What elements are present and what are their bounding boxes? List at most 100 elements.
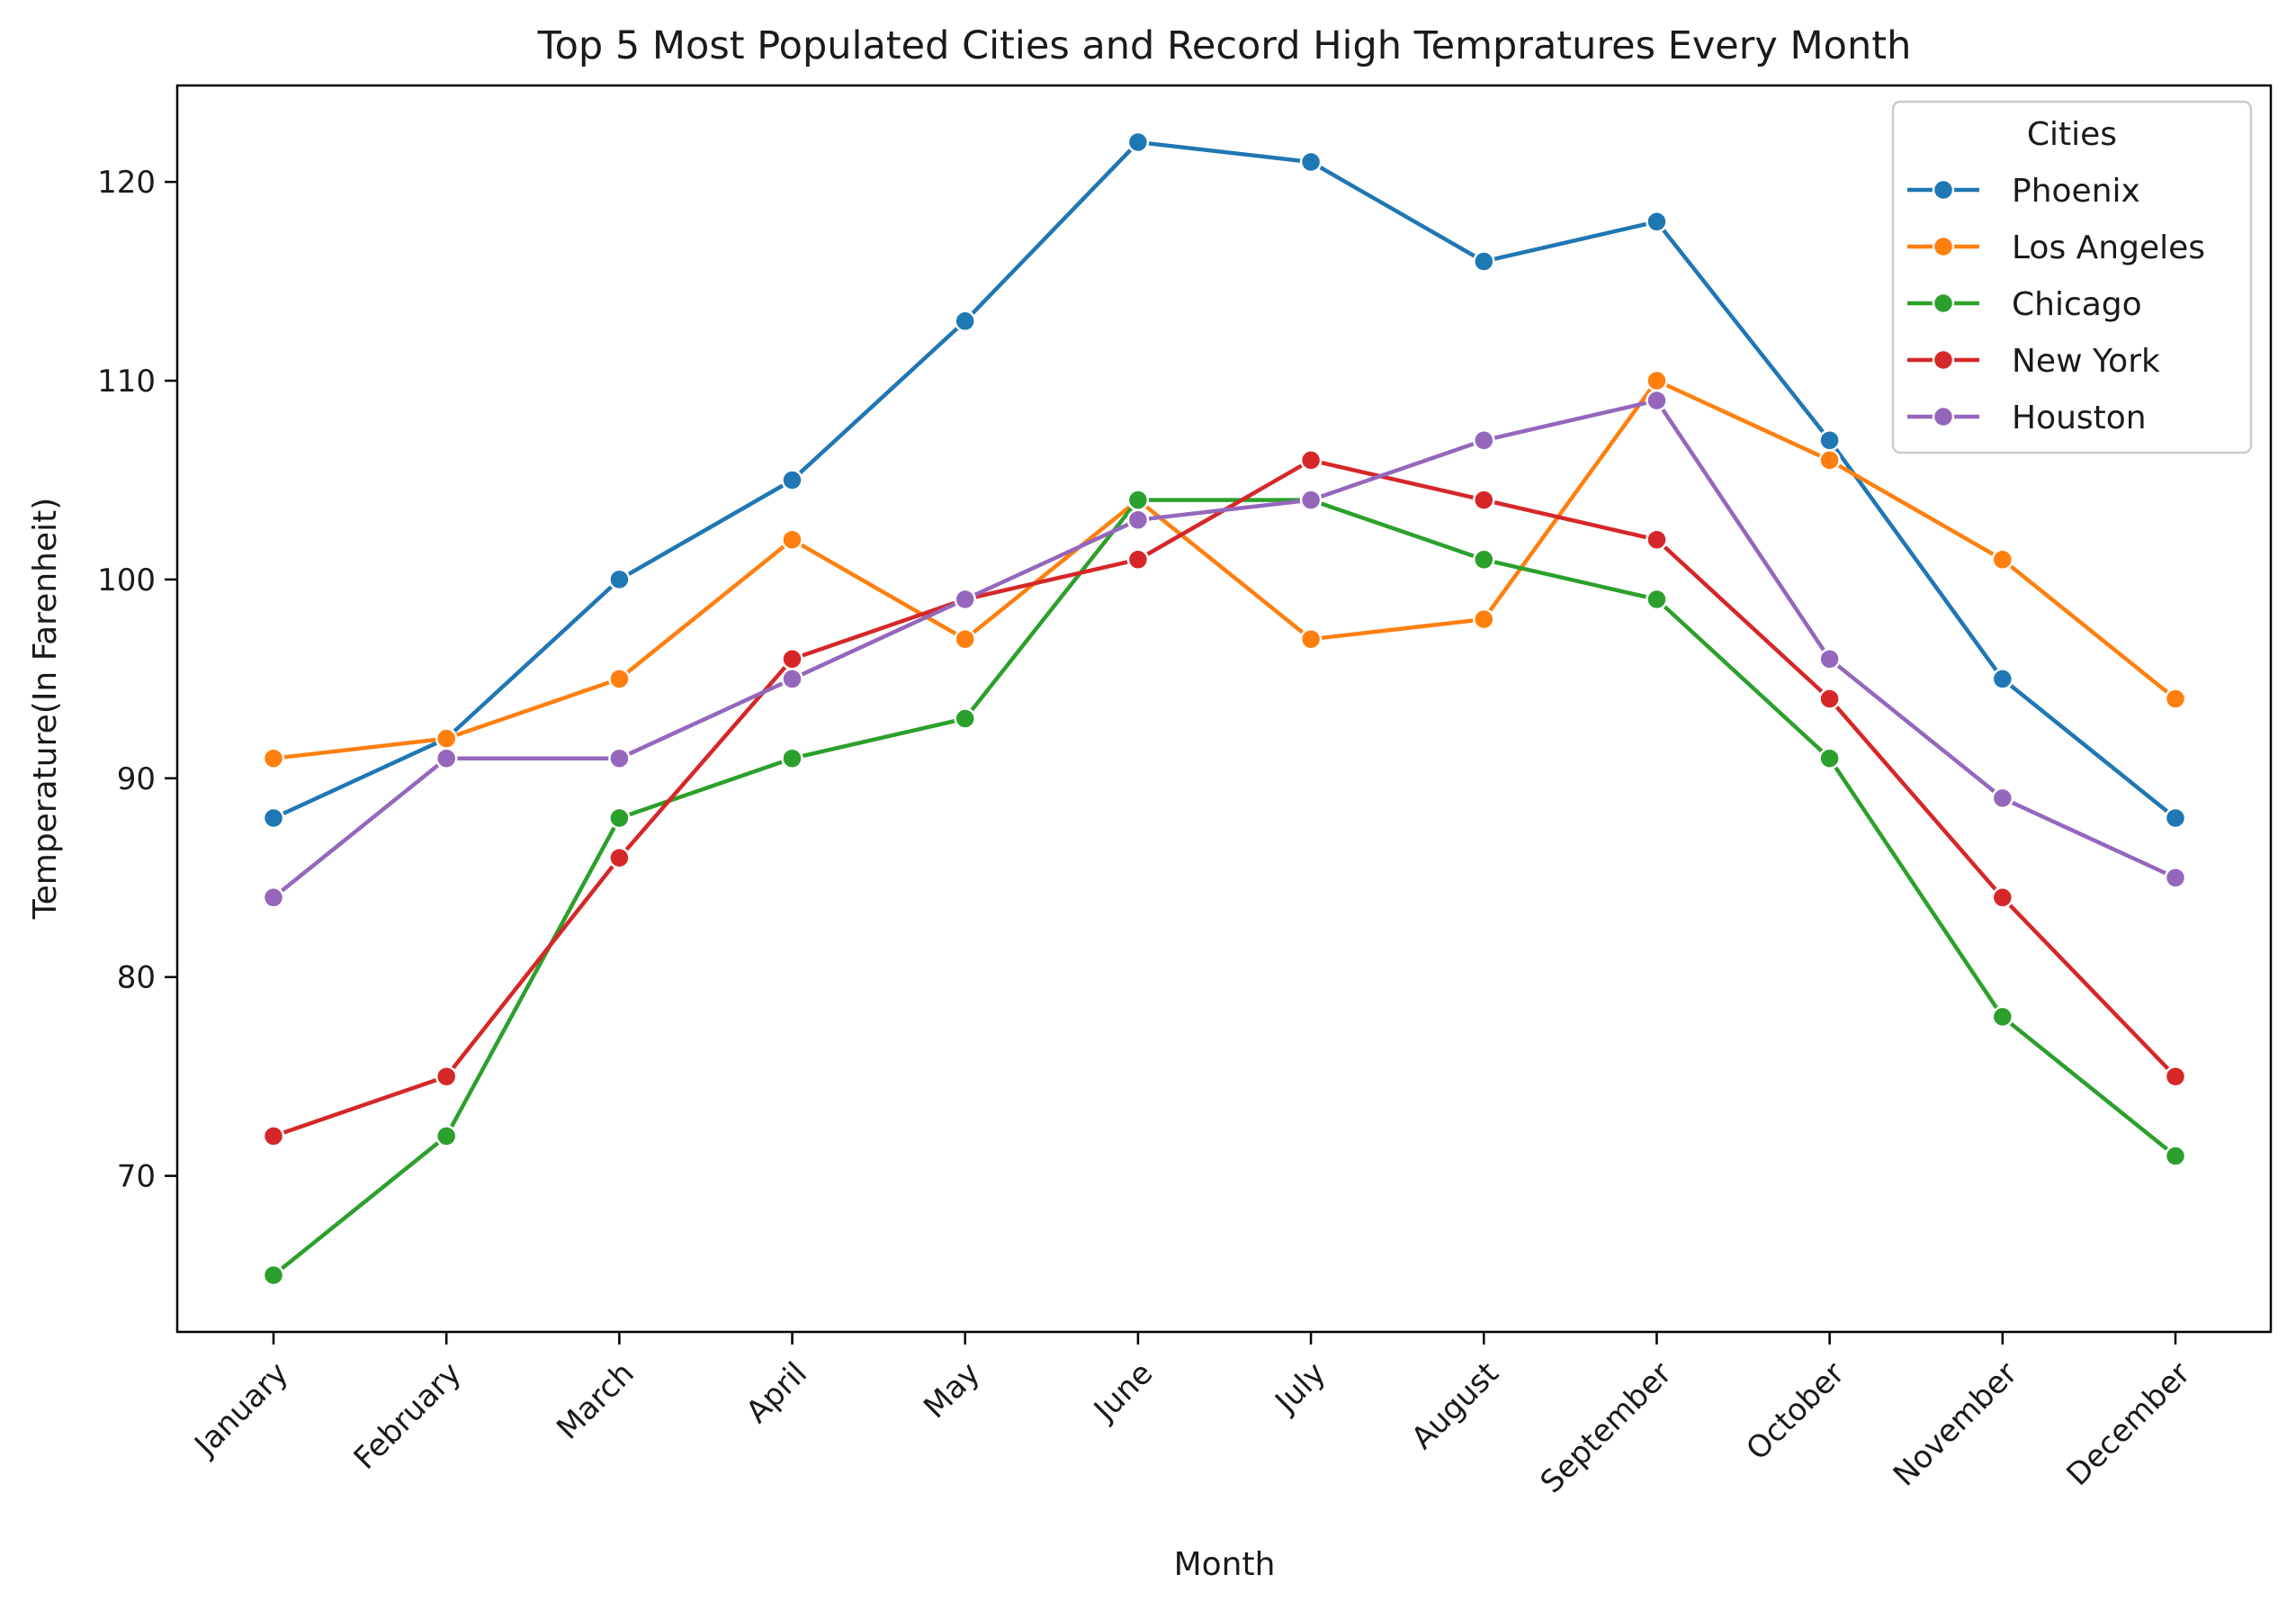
data-point-houston bbox=[1646, 389, 1668, 412]
data-point-new-york bbox=[1991, 886, 2014, 909]
data-point-houston bbox=[1299, 489, 1323, 511]
series-line-chicago bbox=[271, 498, 2178, 1278]
x-tick-label: June bbox=[1086, 1355, 1160, 1429]
data-point-houston bbox=[1818, 648, 1841, 670]
data-point-chicago bbox=[1991, 1005, 2014, 1029]
data-point-houston bbox=[2164, 867, 2187, 889]
data-point-los-angeles bbox=[954, 627, 976, 651]
data-point-chicago bbox=[1646, 588, 1668, 611]
data-point-houston bbox=[1473, 429, 1495, 452]
x-tick-label: May bbox=[917, 1355, 987, 1426]
data-point-houston bbox=[1991, 787, 2014, 810]
data-point-los-angeles bbox=[1299, 627, 1323, 651]
data-point-new-york bbox=[781, 648, 803, 670]
y-tick-label: 110 bbox=[97, 364, 156, 400]
legend-swatch-marker bbox=[1932, 348, 1955, 372]
data-point-phoenix bbox=[608, 568, 631, 591]
y-axis-label: Temperature(In Farenheit) bbox=[27, 498, 64, 921]
data-point-new-york bbox=[1818, 688, 1841, 710]
data-point-phoenix bbox=[262, 806, 285, 830]
axes: January February March April May June July Augu… bbox=[97, 165, 2197, 1500]
series-line-houston bbox=[271, 398, 2178, 900]
legend-label: New York bbox=[2012, 343, 2160, 380]
legend-swatch-marker bbox=[1932, 405, 1955, 428]
y-tick-label: 90 bbox=[117, 761, 156, 797]
series-line-new-york bbox=[271, 458, 2178, 1138]
data-point-los-angeles bbox=[1991, 548, 2014, 571]
legend-label: Houston bbox=[2012, 400, 2147, 436]
plot-frame bbox=[175, 84, 2273, 1334]
x-tick-label: March bbox=[550, 1355, 641, 1447]
data-point-chicago bbox=[1473, 548, 1495, 571]
y-tick-label: 80 bbox=[117, 960, 156, 996]
legend-swatch-marker bbox=[1932, 178, 1955, 202]
data-point-los-angeles bbox=[781, 528, 803, 551]
plot-area bbox=[262, 130, 2187, 1287]
x-tick-label: October bbox=[1739, 1355, 1852, 1468]
data-point-chicago bbox=[435, 1125, 458, 1147]
data-point-los-angeles bbox=[435, 727, 458, 750]
legend-item-phoenix: Phoenix bbox=[1907, 173, 2140, 210]
data-point-los-angeles bbox=[262, 747, 285, 769]
data-point-phoenix bbox=[1818, 429, 1841, 452]
legend-label: Phoenix bbox=[2012, 173, 2140, 210]
data-point-new-york bbox=[1646, 528, 1668, 551]
x-tick-label: December bbox=[2059, 1355, 2197, 1493]
legend-label: Los Angeles bbox=[2012, 229, 2205, 266]
legend-item-chicago: Chicago bbox=[1907, 286, 2142, 323]
data-point-phoenix bbox=[1126, 130, 1150, 154]
y-tick-label: 70 bbox=[117, 1159, 156, 1195]
data-point-phoenix bbox=[781, 469, 803, 491]
chart-title: Top 5 Most Populated Cities and Record H… bbox=[537, 23, 1912, 68]
x-tick-label: January bbox=[187, 1355, 296, 1464]
x-tick-label: April bbox=[740, 1355, 814, 1430]
data-point-new-york bbox=[1473, 489, 1495, 511]
data-point-new-york bbox=[262, 1125, 285, 1147]
data-point-phoenix bbox=[2164, 806, 2187, 830]
data-point-chicago bbox=[1126, 489, 1150, 511]
data-point-phoenix bbox=[1299, 150, 1323, 174]
data-point-los-angeles bbox=[2164, 688, 2187, 710]
data-point-houston bbox=[435, 747, 458, 769]
x-tick-label: July bbox=[1268, 1355, 1333, 1421]
series-line-los-angeles bbox=[271, 378, 2178, 760]
x-tick-label: February bbox=[347, 1355, 469, 1477]
data-point-houston bbox=[1126, 508, 1150, 531]
data-point-new-york bbox=[1299, 449, 1323, 472]
data-point-houston bbox=[608, 747, 631, 769]
data-point-phoenix bbox=[954, 310, 976, 333]
data-point-houston bbox=[781, 668, 803, 690]
legend-title: Cities bbox=[2027, 116, 2117, 153]
data-point-new-york bbox=[435, 1065, 458, 1088]
data-point-chicago bbox=[262, 1264, 285, 1287]
legend: Cities Phoenix Los Angeles Chicago New York… bbox=[1891, 100, 2253, 454]
data-point-phoenix bbox=[1646, 211, 1668, 233]
legend-label: Chicago bbox=[2012, 286, 2142, 323]
data-point-new-york bbox=[2164, 1065, 2187, 1088]
y-tick-label: 120 bbox=[97, 165, 156, 201]
x-axis-label: Month bbox=[1174, 1546, 1276, 1583]
data-point-new-york bbox=[1126, 548, 1150, 571]
data-point-chicago bbox=[1818, 747, 1841, 769]
data-point-houston bbox=[262, 886, 285, 909]
legend-item-houston: Houston bbox=[1907, 400, 2147, 436]
data-point-los-angeles bbox=[608, 668, 631, 690]
data-point-chicago bbox=[608, 806, 631, 830]
data-point-phoenix bbox=[1991, 668, 2014, 690]
data-point-los-angeles bbox=[1818, 449, 1841, 472]
y-tick-label: 100 bbox=[97, 562, 156, 598]
data-point-los-angeles bbox=[1473, 607, 1495, 631]
legend-box bbox=[1891, 100, 2253, 454]
series-line-phoenix bbox=[271, 139, 2178, 821]
x-tick-label: September bbox=[1534, 1355, 1679, 1500]
data-point-new-york bbox=[608, 846, 631, 869]
legend-item-los-angeles: Los Angeles bbox=[1907, 229, 2205, 266]
data-point-phoenix bbox=[1473, 250, 1495, 273]
legend-items: Phoenix Los Angeles Chicago New York Houston bbox=[1907, 173, 2205, 436]
legend-swatch-marker bbox=[1932, 292, 1955, 315]
data-point-chicago bbox=[2164, 1145, 2187, 1167]
legend-item-new-york: New York bbox=[1907, 343, 2160, 380]
x-tick-label: August bbox=[1404, 1355, 1505, 1456]
data-point-chicago bbox=[954, 707, 976, 730]
